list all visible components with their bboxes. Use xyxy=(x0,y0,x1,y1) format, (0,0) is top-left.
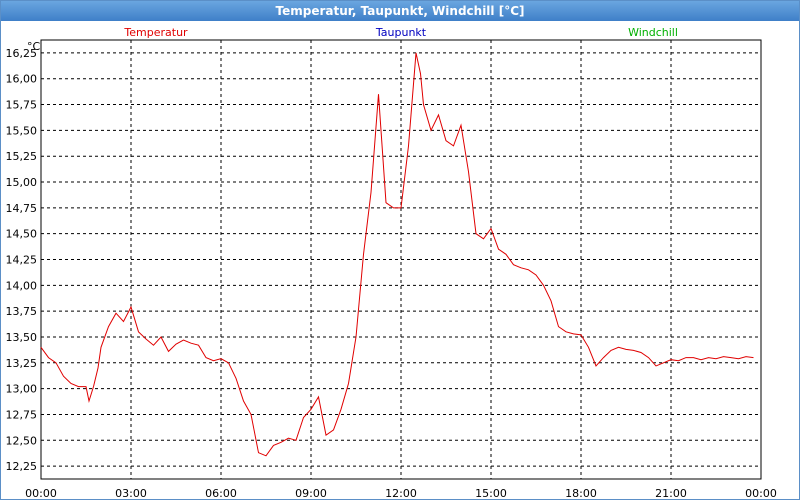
chart-svg: 12,25 12,50 12,75 13,00 13,25 13,50 13,75 14,00… xyxy=(6,26,777,499)
series-lines xyxy=(40,52,754,457)
x-tick-time: 03:00 xyxy=(115,487,147,499)
x-tick-time: 00:00 xyxy=(25,487,57,499)
y-tick-label: 13,50 xyxy=(6,331,38,344)
y-tick-label: 13,00 xyxy=(6,383,38,396)
y-tick-label: 16,25 xyxy=(6,47,38,60)
x-tick-time: 09:00 xyxy=(295,487,327,499)
x-tick-time: 12:00 xyxy=(385,487,417,499)
y-tick-label: 14,00 xyxy=(6,279,38,292)
series-line-temperatur xyxy=(40,52,754,457)
x-tick-labels: 00:0015.10.1403:0015.10.1406:0015.10.140… xyxy=(25,487,777,499)
plot-frame xyxy=(40,39,762,480)
legend-windchill: Windchill xyxy=(628,26,678,39)
y-tick-label: 16,00 xyxy=(6,73,38,86)
legend: Temperatur Taupunkt Windchill xyxy=(123,26,678,39)
y-tick-label: 13,25 xyxy=(6,357,38,370)
y-tick-label: 14,50 xyxy=(6,228,38,241)
legend-taupunkt: Taupunkt xyxy=(375,26,427,39)
x-tick-time: 21:00 xyxy=(655,487,687,499)
y-tick-label: 15,75 xyxy=(6,99,38,112)
y-tick-label: 14,75 xyxy=(6,202,38,215)
y-tick-label: 12,50 xyxy=(6,434,38,447)
x-tick-time: 06:00 xyxy=(205,487,237,499)
y-tick-label: 15,00 xyxy=(6,176,38,189)
y-tick-label: 15,50 xyxy=(6,124,38,137)
y-tick-label: 12,75 xyxy=(6,408,38,421)
x-tick-time: 18:00 xyxy=(565,487,597,499)
y-tick-label: 15,25 xyxy=(6,150,38,163)
legend-temperatur: Temperatur xyxy=(123,26,188,39)
window-title: Temperatur, Taupunkt, Windchill [°C] xyxy=(1,1,799,21)
x-tick-time: 00:00 xyxy=(745,487,777,499)
axes xyxy=(40,39,762,480)
y-tick-label: 12,25 xyxy=(6,460,38,473)
x-tick-time: 15:00 xyxy=(475,487,507,499)
y-tick-labels: 12,25 12,50 12,75 13,00 13,25 13,50 13,75 14,00… xyxy=(6,47,38,473)
y-axis-unit: °C xyxy=(27,40,41,53)
y-tick-label: 13,75 xyxy=(6,305,38,318)
grid-lines xyxy=(41,40,761,479)
y-tick-label: 14,25 xyxy=(6,254,38,267)
